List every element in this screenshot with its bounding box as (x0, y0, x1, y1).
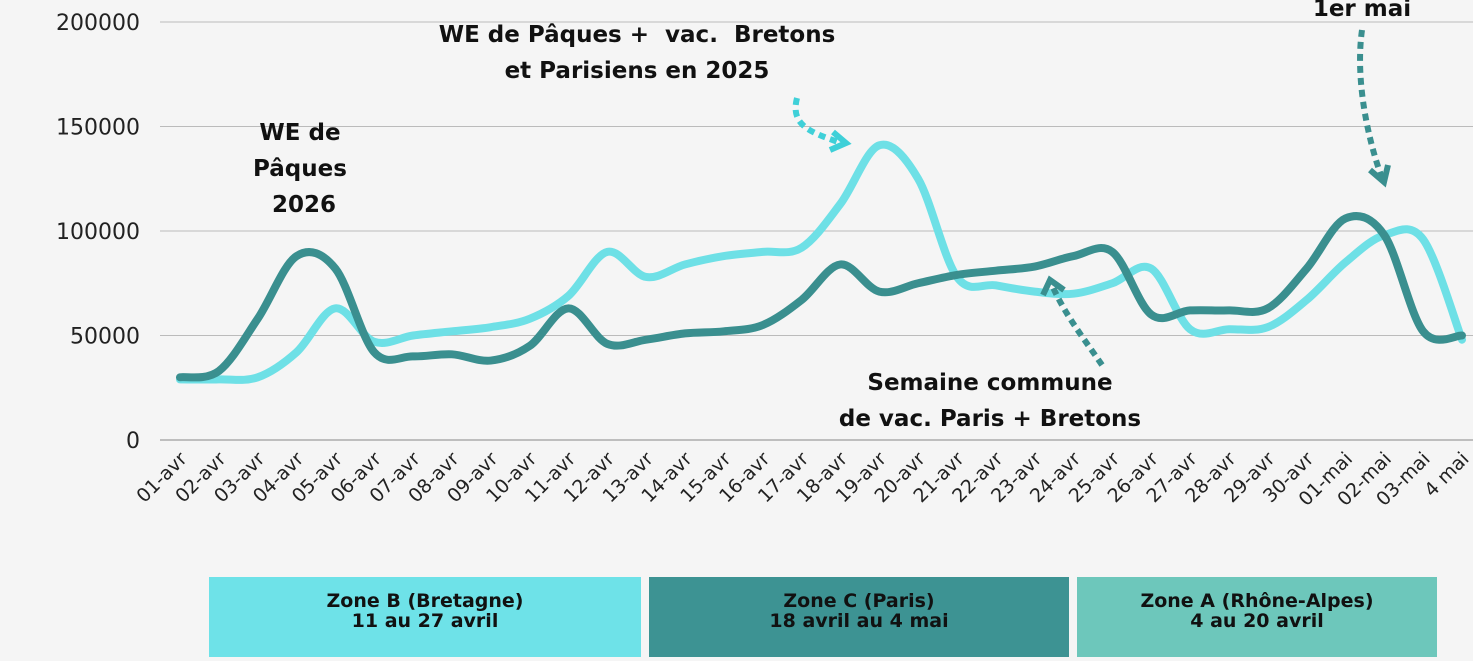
annotation: et Parisiens en 2025 (505, 58, 770, 84)
zone-label: 11 au 27 avril (352, 610, 499, 632)
lines (176, 140, 1466, 384)
annotation: WE de Pâques + vac. Bretons (439, 22, 836, 48)
arrow (1049, 283, 1105, 367)
y-tick-label: 50000 (70, 325, 140, 350)
y-tick-label: 100000 (56, 220, 140, 245)
zone-label: Zone A (Rhône-Alpes) (1140, 590, 1373, 612)
zone-box (209, 577, 641, 657)
annotation: 2026 (264, 192, 336, 218)
series-line (176, 212, 1466, 382)
annotation: Semaine commune (867, 370, 1112, 396)
zone-label: Zone C (Paris) (783, 590, 934, 612)
arrow (1357, 29, 1385, 180)
annotation: 1er mai (1313, 0, 1411, 22)
zone-label: 18 avril au 4 mai (769, 610, 948, 632)
zone-label: Zone B (Bretagne) (327, 590, 524, 612)
arrow-head (1368, 164, 1391, 188)
annotation: de vac. Paris + Bretons (839, 406, 1141, 432)
arrow-head (828, 129, 852, 153)
y-tick-label: 150000 (56, 116, 140, 141)
zone-box (1077, 577, 1437, 657)
zone-label: 4 au 20 avril (1190, 610, 1323, 632)
arrow-head (1040, 275, 1066, 297)
arrows (792, 29, 1391, 367)
y-tick-label: 0 (126, 429, 140, 454)
arrow (792, 97, 840, 145)
series-line (176, 140, 1466, 384)
zone-box (649, 577, 1069, 657)
annotation: Pâques (253, 156, 347, 182)
y-tick-label: 200000 (56, 11, 140, 36)
annotation: WE de (259, 120, 340, 146)
